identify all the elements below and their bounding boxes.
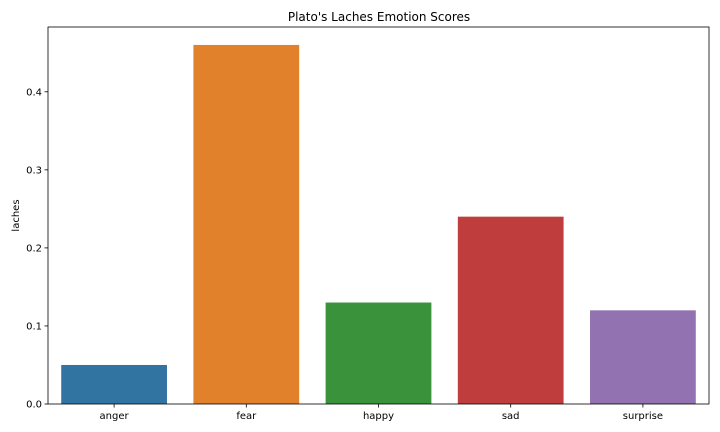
bar-sad [457,216,564,404]
bar-surprise [590,310,696,404]
y-tick-label: 0.3 [26,165,42,176]
y-tick-label: 0.1 [26,321,42,332]
y-tick-label: 0.4 [26,87,42,98]
bar-happy [325,302,432,404]
bar-fear [193,44,300,404]
y-axis-label: laches [11,199,22,231]
y-axis: 0.0 0.1 0.2 0.3 0.4 [26,87,48,411]
x-axis: anger fear happy sad surprise [100,404,663,422]
bars-group [61,44,696,404]
x-tick-label-happy: happy [363,411,394,422]
x-tick-label-surprise: surprise [623,411,663,422]
plot-frame [47,26,710,405]
bar-anger [61,364,167,404]
y-tick-label: 0.0 [26,400,42,411]
y-tick-label: 0.2 [26,243,42,254]
x-tick-label-sad: sad [502,411,520,422]
chart-title: Plato's Laches Emotion Scores [288,10,470,24]
x-tick-label-fear: fear [236,411,257,422]
x-tick-label-anger: anger [100,411,130,422]
